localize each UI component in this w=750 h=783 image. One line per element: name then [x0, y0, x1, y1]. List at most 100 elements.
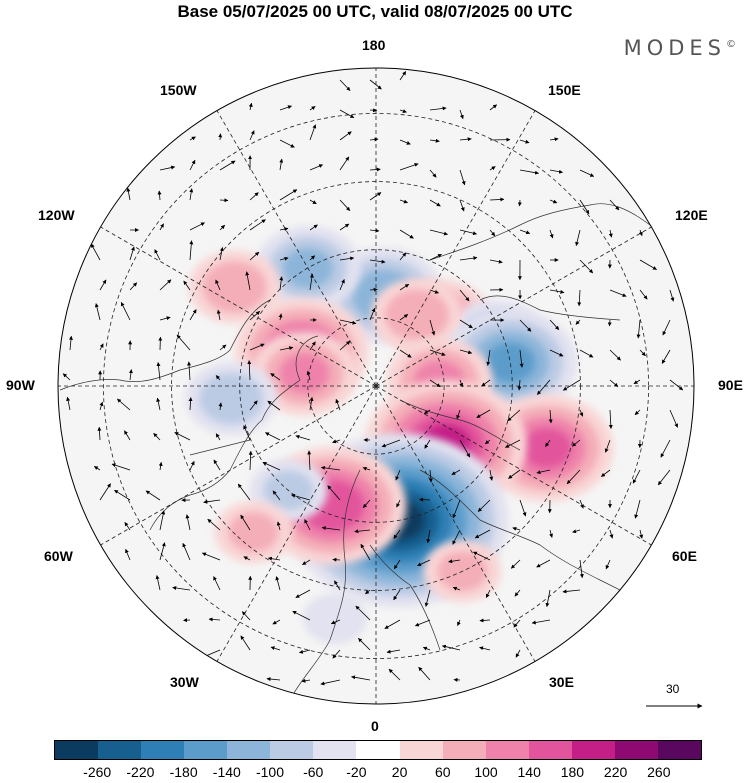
wind-vector — [365, 589, 371, 595]
wind-vector — [218, 402, 223, 411]
wind-vector — [422, 646, 431, 651]
wind-vector — [632, 469, 641, 484]
reference-vector: 30 — [640, 682, 710, 712]
wind-vector — [481, 379, 491, 387]
wind-vector — [369, 167, 381, 172]
wind-vector — [519, 319, 532, 332]
wind-vector — [183, 280, 191, 291]
anomaly-contour — [279, 353, 330, 394]
wind-vector — [124, 521, 131, 531]
wind-vector — [339, 199, 351, 211]
meridian-line — [216, 385, 377, 662]
wind-vector — [507, 409, 521, 422]
wind-vector — [429, 199, 441, 207]
colorbar-segment — [141, 741, 185, 759]
meridian-line — [375, 110, 536, 387]
wind-vector — [309, 396, 314, 411]
wind-vector — [279, 276, 284, 291]
wind-vector — [399, 349, 412, 358]
wind-vector — [549, 319, 560, 330]
wind-vector — [292, 610, 311, 621]
wind-vector — [489, 197, 505, 202]
lon-label-90e: 90E — [718, 377, 743, 393]
wind-vector — [418, 666, 431, 681]
wind-vector — [459, 137, 472, 142]
wind-vector — [249, 343, 265, 351]
wind-vector — [669, 379, 684, 391]
wind-vector — [249, 311, 260, 321]
wind-vector — [579, 409, 584, 417]
wind-vector — [428, 469, 433, 483]
wind-vector — [219, 224, 225, 231]
wind-vector — [489, 229, 496, 237]
colorbar-segment — [571, 741, 615, 759]
wind-vector — [321, 526, 341, 531]
wind-vector — [639, 259, 657, 270]
wind-vector — [459, 109, 464, 120]
wind-vector — [369, 259, 386, 264]
wind-vector — [279, 105, 292, 111]
wind-vector — [339, 79, 351, 91]
wind-vector — [97, 426, 102, 441]
wind-vector — [549, 137, 559, 142]
wind-vector — [128, 369, 133, 381]
wind-vector — [320, 465, 341, 471]
wind-vector — [639, 529, 644, 539]
wind-vector — [213, 576, 221, 591]
wind-vector — [579, 349, 594, 358]
wind-vector — [182, 542, 191, 561]
wind-vector — [399, 283, 410, 291]
wind-vector — [219, 344, 227, 351]
wind-vector — [248, 450, 253, 471]
wind-vector — [339, 223, 350, 231]
wind-vector — [90, 243, 101, 261]
brand-name: MODES — [623, 36, 726, 60]
wind-vector — [605, 559, 611, 570]
wind-vector — [354, 529, 371, 534]
wind-vector — [339, 279, 345, 291]
colorbar-segment — [528, 741, 572, 759]
colorbar-ticks: -260 -220 -180 -140 -100 -60 -20 20 60 100 140 180 2… — [0, 764, 750, 782]
wind-vector — [429, 349, 446, 356]
wind-vector — [505, 439, 521, 448]
colorbar-tick-label: -20 — [346, 764, 367, 780]
wind-vector — [358, 638, 371, 651]
wind-vector — [215, 375, 221, 381]
wind-vector — [608, 229, 613, 238]
wind-vector — [604, 439, 611, 453]
wind-vector — [549, 199, 558, 204]
wind-vector — [215, 433, 221, 441]
lon-label-150e: 150E — [548, 82, 581, 98]
wind-vector — [145, 490, 161, 501]
wind-vector — [515, 649, 521, 658]
wind-vector — [203, 499, 221, 504]
anomaly-contour — [302, 593, 367, 645]
colorbar-tick-label: -260 — [83, 764, 112, 780]
wind-vector — [459, 349, 473, 355]
colorbar-tick-label: 20 — [391, 764, 408, 780]
colorbar-tick-label: -100 — [255, 764, 285, 780]
wind-vector — [159, 279, 172, 291]
wind-vector — [417, 559, 431, 567]
wind-vector — [399, 109, 407, 113]
lon-label-120w: 120W — [38, 207, 75, 223]
wind-vector — [201, 552, 221, 561]
colorbar-segment — [227, 741, 271, 759]
wind-vector — [510, 559, 521, 569]
wind-vector — [517, 199, 522, 207]
wind-vector — [307, 450, 312, 471]
wind-vector — [369, 79, 382, 90]
wind-vector — [479, 618, 491, 623]
wind-vector — [362, 466, 371, 471]
colorbar-tick-label: 220 — [603, 764, 628, 780]
wind-vector — [332, 557, 341, 562]
meridian-line — [375, 226, 652, 387]
wind-vector — [295, 589, 311, 598]
wind-vector — [334, 580, 341, 591]
wind-vector — [600, 469, 611, 477]
wind-vector — [153, 433, 161, 441]
wind-vector — [419, 497, 431, 502]
wind-vector — [216, 309, 221, 321]
wind-vector — [62, 373, 71, 381]
anomaly-contour — [228, 512, 279, 553]
